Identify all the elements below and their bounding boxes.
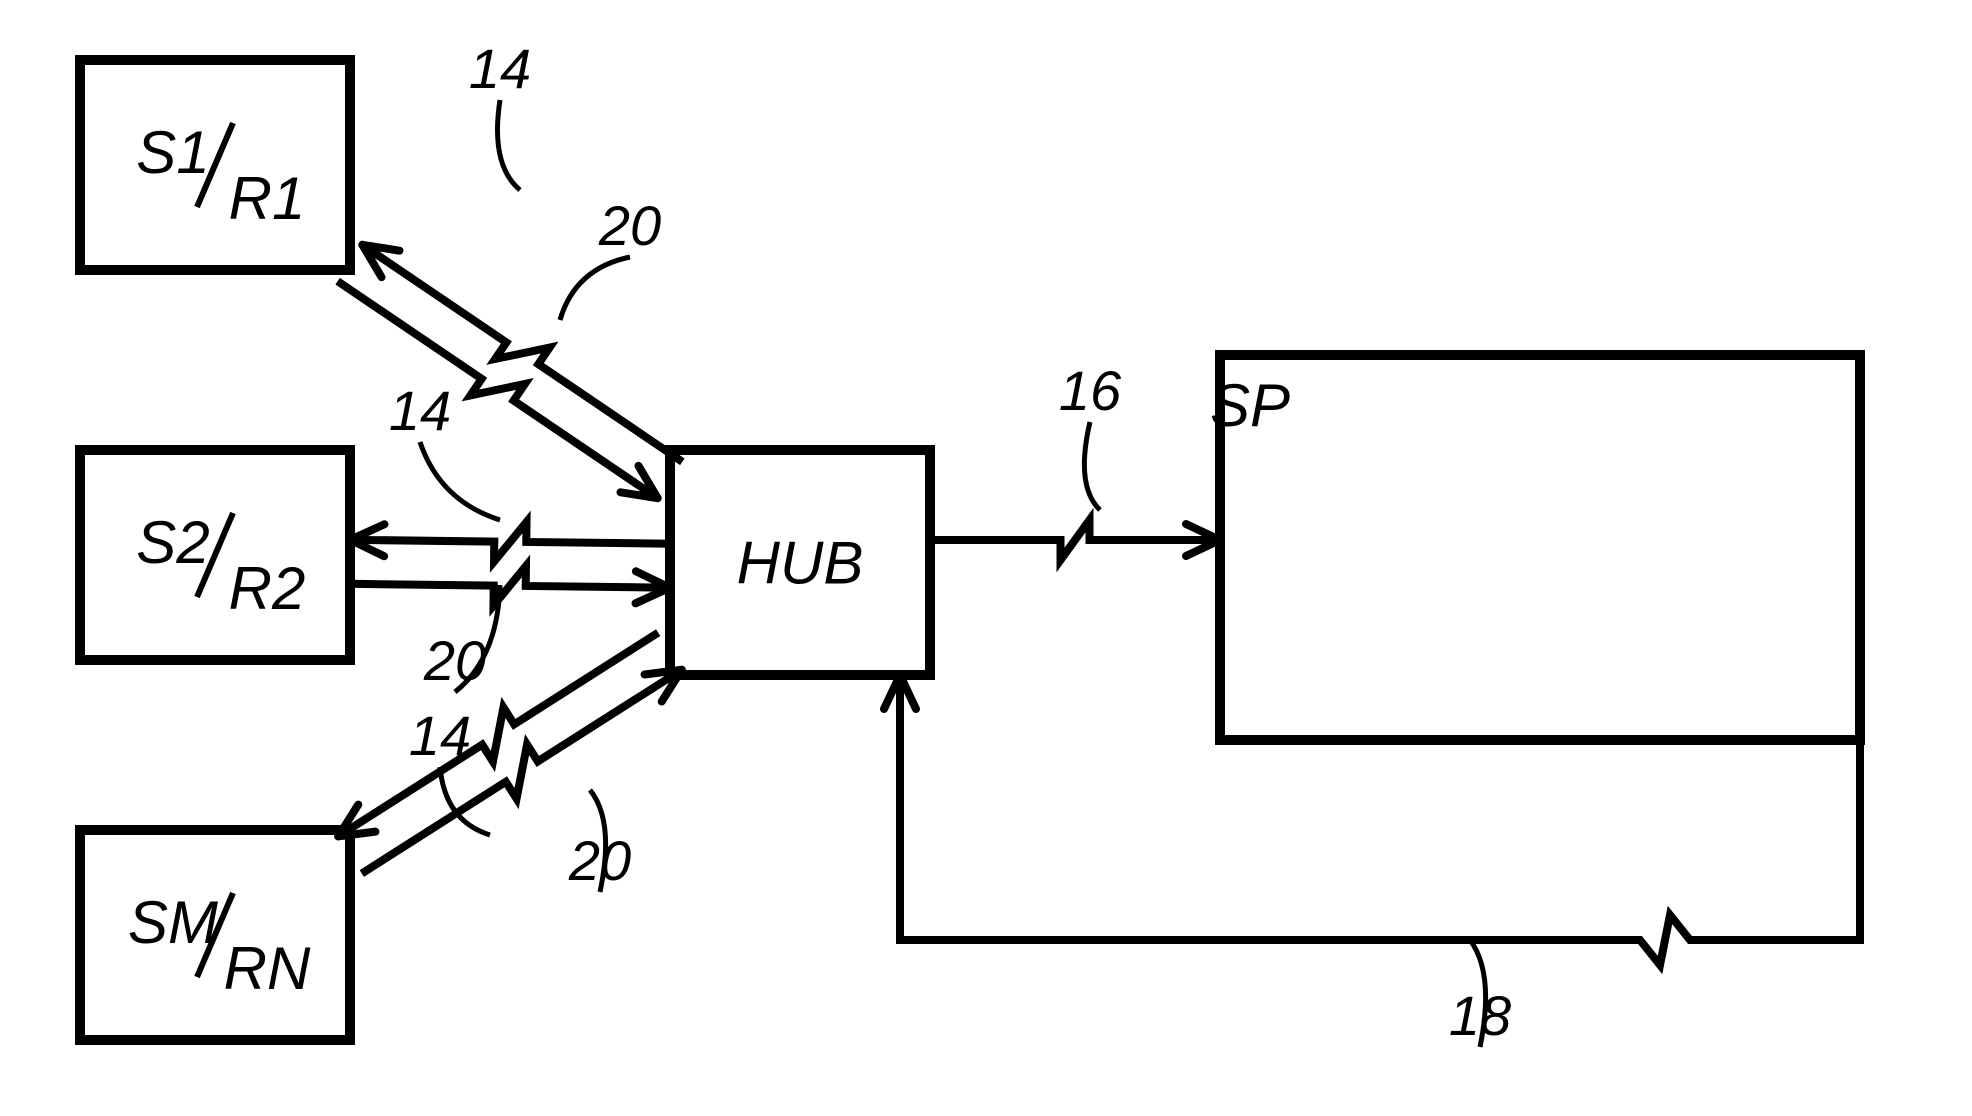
s2r2-label-left: S2: [136, 509, 209, 576]
s1r1-label-right: R1: [229, 165, 306, 232]
conn-s1r1-hub: [338, 245, 683, 498]
ref-20-bot: 20: [568, 790, 631, 892]
hub-node: HUB: [670, 450, 930, 675]
ref-16-text: 16: [1059, 359, 1122, 422]
s1r1-label-left: S1: [136, 119, 209, 186]
smrn-node: SMRN: [80, 830, 350, 1040]
s1r1-node: S1 R1: [80, 60, 350, 270]
hub-label: HUB: [737, 529, 864, 596]
s2r2-label-right: R2: [229, 555, 306, 622]
sp-node: SP: [1210, 355, 1860, 740]
ref-14-bot-text: 14: [409, 704, 471, 767]
ref-20-mid: 20: [423, 585, 500, 692]
s2r2-node: S2 R2: [80, 450, 350, 660]
ref-14-top: 14: [469, 37, 531, 190]
sp-label: SP: [1210, 372, 1290, 439]
ref-18: 18: [1449, 940, 1511, 1047]
ref-16: 16: [1059, 359, 1122, 510]
conn-hub-sp: [930, 520, 1220, 560]
ref-14-mid-text: 14: [389, 379, 451, 442]
smrn-label-left: SM: [128, 889, 218, 956]
ref-20-mid-text: 20: [423, 629, 486, 692]
ref-20-top-text: 20: [598, 194, 661, 257]
smrn-label-right: RN: [224, 935, 311, 1002]
ref-14-mid: 14: [389, 379, 500, 520]
ref-20-top: 20: [560, 194, 661, 320]
ref-14-top-text: 14: [469, 37, 531, 100]
conn-s2r2-hub: [350, 522, 671, 606]
